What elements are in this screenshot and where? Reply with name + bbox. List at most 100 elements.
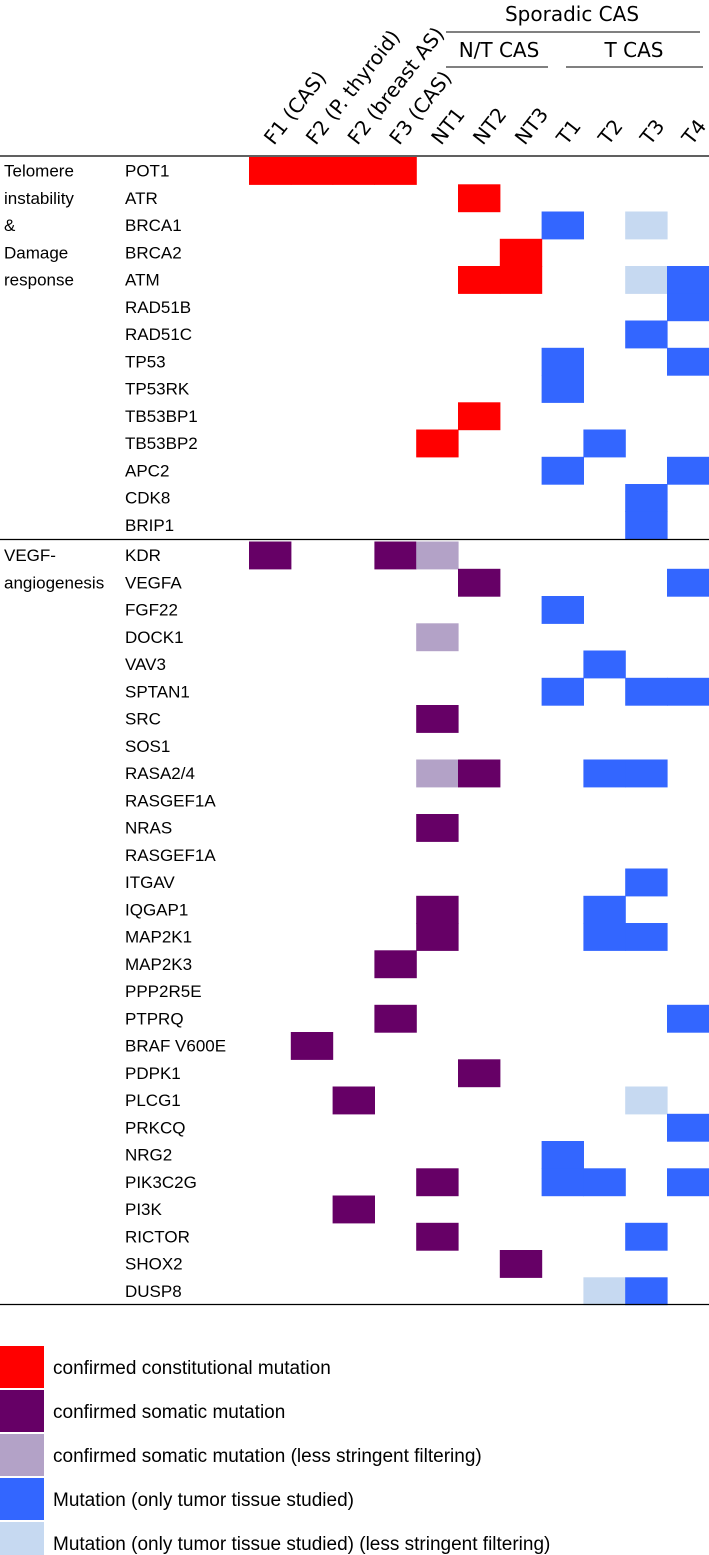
section-label: instability [4, 189, 74, 208]
heatmap-cell [541, 375, 584, 403]
legend-swatch [0, 1478, 44, 1520]
heatmap-cell [625, 484, 668, 512]
section-label: & [4, 216, 16, 235]
heatmap-cell [625, 868, 668, 897]
heatmap-cell [541, 1141, 584, 1169]
gene-label: ATR [125, 189, 158, 208]
heatmap-cell [625, 923, 668, 951]
heatmap-cell [625, 1277, 668, 1306]
heatmap-cell [667, 1168, 709, 1197]
heatmap-cell [374, 950, 417, 979]
heatmap-cell [416, 429, 459, 458]
legend-swatch [0, 1434, 44, 1476]
heatmap-cell [667, 293, 709, 322]
column-label: T4 [676, 115, 709, 150]
gene-label: RICTOR [125, 1227, 190, 1246]
heatmap-cell [458, 402, 501, 431]
gene-label: MAP2K1 [125, 928, 192, 947]
heatmap-cell [374, 1004, 417, 1033]
gene-label: RASGEF1A [125, 846, 216, 865]
heatmap-cell [667, 568, 709, 597]
heatmap-cell [458, 184, 501, 213]
gene-label: POT1 [125, 162, 169, 181]
legend: confirmed constitutional mutation confirm… [0, 1346, 550, 1555]
heatmap-cell [332, 157, 375, 185]
heatmap-cell [625, 211, 668, 240]
legend-swatch [0, 1522, 44, 1555]
heatmap-cell [625, 320, 668, 349]
heatmap-cell [249, 157, 292, 185]
legend-swatch [0, 1346, 44, 1388]
gene-label: TP53RK [125, 380, 190, 399]
heatmap-cells [249, 157, 709, 1306]
heatmap-cell [625, 1086, 668, 1115]
gene-label: BRAF V600E [125, 1037, 226, 1056]
gene-label: PDPK1 [125, 1064, 181, 1083]
heatmap-cell [541, 456, 584, 485]
gene-label: ITGAV [125, 873, 175, 892]
gene-label: PPP2R5E [125, 982, 202, 1001]
gene-label: TP53 [125, 352, 166, 371]
gene-label: PLCG1 [125, 1091, 181, 1110]
gene-label: RAD51B [125, 298, 191, 317]
heatmap-cell [290, 157, 334, 185]
heatmap-cell [667, 347, 709, 376]
gene-label: SHOX2 [125, 1255, 183, 1274]
heatmap-cell [499, 266, 543, 294]
heatmap-cell [416, 814, 459, 842]
heatmap-cell [667, 1113, 709, 1142]
row-labels: POT1 ATR BRCA1 BRCA2 ATM RAD51B RAD51C TP53 TP53… [4, 162, 226, 1301]
heatmap-cell [541, 347, 584, 376]
gene-label: MAP2K3 [125, 955, 192, 974]
legend-label: Mutation (only tumor tissue studied) (le… [53, 1534, 550, 1555]
gene-label: BRCA2 [125, 243, 182, 262]
section-label: response [4, 271, 74, 290]
heatmap-cell [583, 923, 626, 951]
heatmap-cell [458, 1059, 501, 1088]
heatmap-cell [374, 541, 417, 570]
gene-label: RASA2/4 [125, 764, 195, 783]
heatmap-cell [583, 759, 626, 788]
heatmap-cell [667, 677, 709, 706]
heatmap-cell [583, 650, 626, 679]
heatmap-cell [625, 1222, 668, 1251]
gene-label: PI3K [125, 1200, 163, 1219]
gene-label: NRG2 [125, 1146, 172, 1165]
heatmap-cell [499, 1250, 543, 1278]
sporadic-cas-header: Sporadic CAS [505, 2, 639, 26]
heatmap-cell [416, 541, 459, 570]
heatmap-cell [625, 266, 668, 294]
gene-label: TB53BP2 [125, 434, 198, 453]
heatmap-cell [416, 1222, 459, 1251]
heatmap-cell [332, 1086, 375, 1115]
heatmap-cell [249, 541, 292, 570]
gene-label: PRKCQ [125, 1118, 185, 1137]
heatmap-cell [416, 759, 459, 788]
heatmap-cell [458, 266, 501, 294]
heatmap-cell [541, 677, 584, 706]
gene-label: CDK8 [125, 489, 170, 508]
gene-label: APC2 [125, 461, 169, 480]
gene-label: VEGFA [125, 573, 182, 592]
heatmap-cell [416, 895, 459, 924]
heatmap-cell [416, 623, 459, 652]
heatmap-cell [625, 759, 668, 788]
heatmap-cell [625, 677, 668, 706]
heatmap-cell [667, 456, 709, 485]
heatmap-cell [416, 705, 459, 733]
section-label: VEGF- [4, 546, 56, 565]
gene-label: BRCA1 [125, 216, 182, 235]
gene-label: FGF22 [125, 601, 178, 620]
gene-label: KDR [125, 546, 161, 565]
gene-label: SPTAN1 [125, 682, 190, 701]
section-rules [0, 155, 709, 1306]
gene-label: PTPRQ [125, 1009, 184, 1028]
nt-cas-header: N/T CAS [459, 38, 540, 62]
gene-label: NRAS [125, 819, 172, 838]
gene-label: TB53BP1 [125, 407, 198, 426]
heatmap-cell [583, 1168, 626, 1197]
legend-label: Mutation (only tumor tissue studied) [53, 1490, 354, 1511]
gene-label: ATM [125, 271, 160, 290]
heatmap-cell [541, 211, 584, 240]
